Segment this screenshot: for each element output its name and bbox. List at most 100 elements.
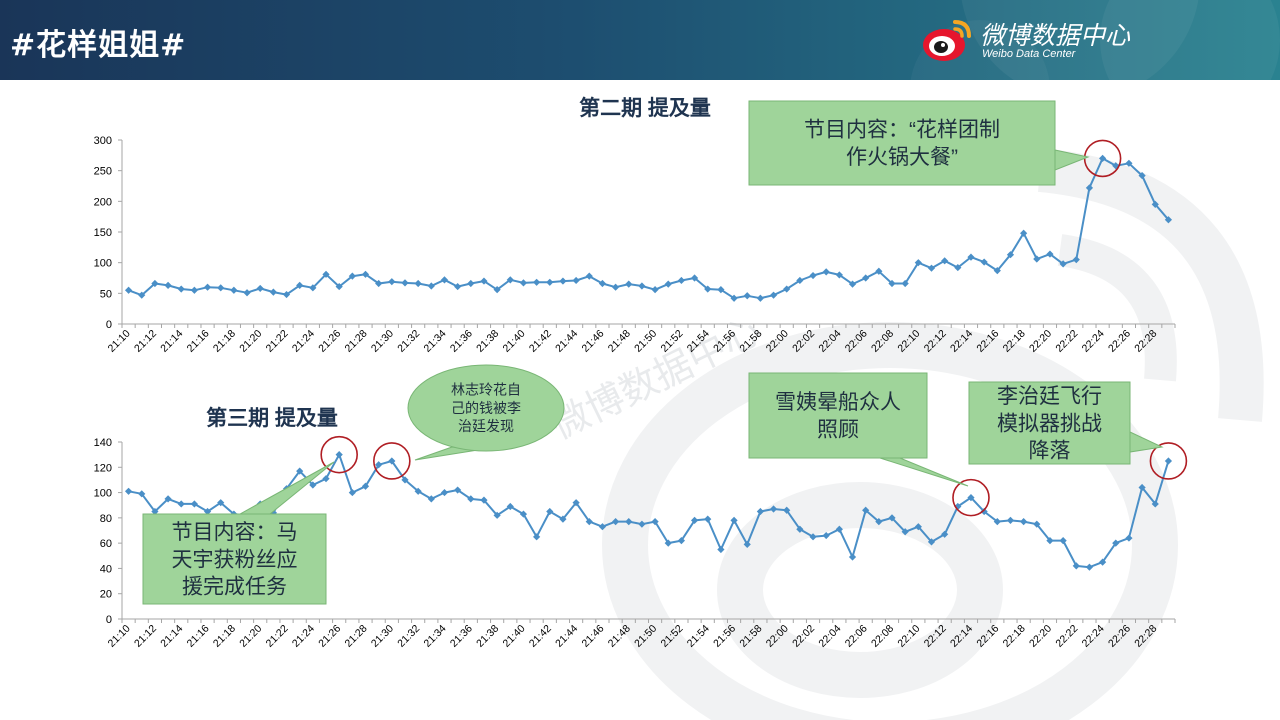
y-tick-label: 140 (94, 437, 112, 449)
x-tick-label: 21:22 (264, 623, 291, 650)
x-tick-label: 21:18 (211, 328, 238, 355)
data-point (625, 518, 633, 526)
data-point (1112, 539, 1120, 547)
y-tick-label: 100 (94, 488, 112, 500)
callout-text-line: 林志玲花自 (451, 382, 521, 398)
x-tick-label: 22:22 (1053, 623, 1080, 650)
data-point (467, 495, 475, 503)
data-point (888, 279, 896, 288)
data-point (888, 514, 896, 522)
highlight-circle (373, 442, 411, 480)
data-point (796, 276, 804, 285)
data-point (1125, 534, 1133, 542)
x-tick-label: 21:48 (606, 328, 633, 355)
series-line (128, 453, 1170, 569)
data-point (783, 506, 791, 514)
annotation-callout: 雪姨晕船众人照顾 (748, 372, 990, 517)
data-point (388, 278, 396, 286)
data-point (1138, 171, 1146, 180)
data-point (756, 294, 764, 302)
data-point (348, 488, 356, 497)
data-point (401, 476, 409, 484)
watermark-arc-large (1037, 148, 1264, 422)
data-point (1138, 483, 1146, 492)
y-tick-label: 100 (94, 258, 112, 270)
x-tick-label: 22:12 (922, 623, 949, 650)
data-point (848, 280, 857, 288)
data-point (993, 518, 1001, 526)
callout-box (748, 372, 928, 459)
data-point (743, 292, 751, 300)
x-tick-label: 21:12 (132, 328, 159, 355)
x-tick-label: 21:58 (737, 623, 764, 650)
data-point (914, 259, 922, 267)
x-tick-label: 21:20 (237, 623, 264, 650)
data-point (440, 276, 449, 284)
data-point (480, 496, 488, 504)
x-tick-label: 22:16 (974, 328, 1001, 355)
watermark-arc-small (1057, 234, 1177, 382)
data-point (743, 540, 751, 549)
data-point (427, 495, 435, 503)
data-point (256, 284, 264, 293)
data-point (1085, 563, 1094, 571)
x-tick-label: 21:30 (369, 328, 396, 355)
data-point (124, 487, 133, 495)
data-point (388, 457, 396, 465)
callout-text-line: 照顾 (817, 419, 859, 442)
data-point (203, 507, 212, 516)
data-point (335, 451, 343, 459)
x-tick-label: 21:50 (632, 623, 659, 650)
x-tick-label: 21:52 (658, 328, 685, 355)
data-point (611, 283, 620, 291)
y-tick-label: 120 (94, 462, 112, 474)
x-tick-label: 21:18 (211, 623, 238, 650)
data-point (769, 291, 778, 299)
data-point (677, 537, 686, 545)
x-tick-label: 22:16 (974, 623, 1001, 650)
x-tick-label: 21:50 (632, 328, 659, 355)
data-point (875, 518, 883, 526)
data-point (1059, 260, 1067, 268)
data-point (493, 511, 501, 519)
highlight-circle (1149, 442, 1188, 480)
x-tick-label: 21:44 (553, 328, 580, 355)
data-point (835, 271, 843, 279)
data-point (611, 518, 620, 526)
data-point (493, 286, 501, 294)
data-point (269, 288, 277, 296)
y-tick-label: 40 (100, 563, 112, 575)
data-point (427, 282, 435, 290)
data-point (1151, 200, 1159, 208)
data-point (796, 525, 804, 533)
data-point (730, 516, 738, 524)
x-tick-label: 21:12 (132, 623, 159, 650)
data-point (243, 289, 251, 297)
x-tick-label: 22:04 (816, 328, 843, 355)
data-point (717, 545, 725, 554)
callout-pointer (1129, 431, 1164, 453)
data-point (585, 272, 593, 280)
data-point (454, 282, 462, 291)
x-tick-label: 21:30 (369, 623, 396, 650)
data-point (1020, 229, 1028, 237)
y-tick-label: 150 (94, 227, 112, 239)
callout-text-line: 节目内容：“花样团制 (804, 119, 1000, 142)
data-point (546, 507, 554, 516)
data-point (1059, 537, 1067, 545)
data-point (375, 461, 383, 469)
x-tick-label: 21:34 (422, 328, 449, 355)
highlight-circle (320, 435, 358, 474)
data-point (190, 500, 198, 508)
header-bar: #花样姐姐# 微博数据中心 Weibo Data Center (0, 0, 1280, 80)
data-point (348, 272, 356, 280)
x-tick-label: 21:28 (343, 328, 370, 355)
y-tick-label: 0 (106, 614, 112, 626)
x-tick-label: 22:04 (816, 623, 843, 650)
callout-pointer (879, 457, 969, 487)
x-tick-label: 21:14 (158, 623, 185, 650)
data-point (454, 486, 462, 494)
data-point (1006, 516, 1015, 524)
x-tick-label: 21:38 (474, 328, 501, 355)
data-point (309, 284, 317, 292)
